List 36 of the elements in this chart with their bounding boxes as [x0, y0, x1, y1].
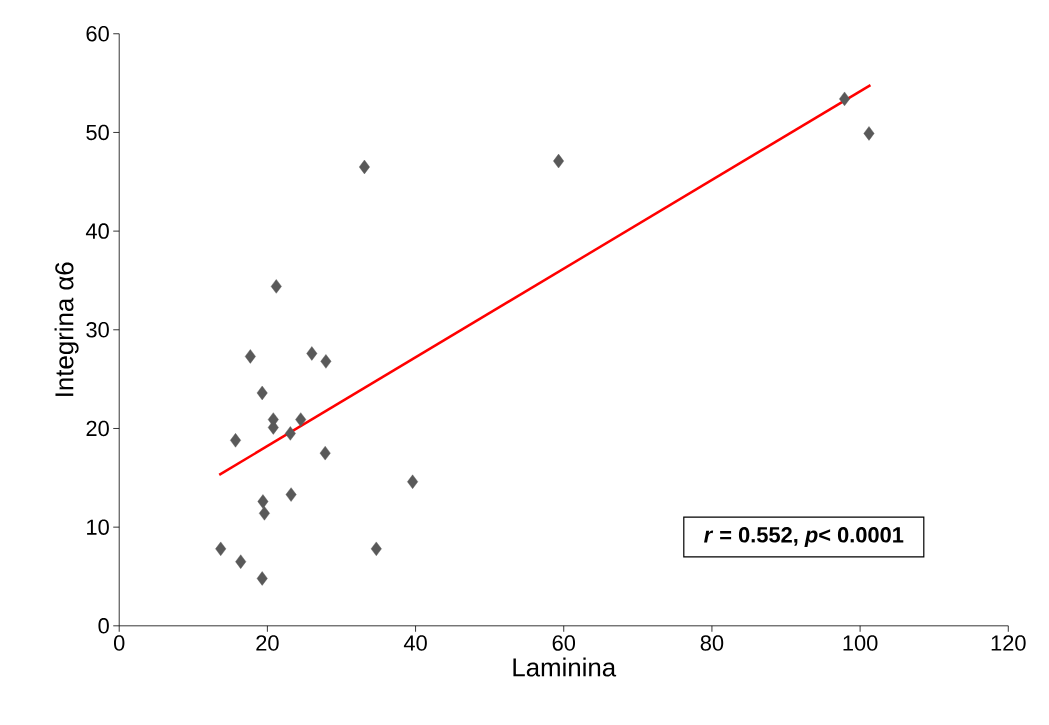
point: [230, 433, 241, 448]
annotation: r = 0.552, p< 0.0001: [704, 527, 904, 547]
y-tick-label: 60: [86, 25, 109, 42]
y-tick-label: 0: [98, 618, 109, 634]
x-tick-label: 0: [113, 635, 125, 651]
y-tick-label: 40: [85, 223, 109, 239]
point: [295, 412, 307, 427]
point: [256, 571, 268, 586]
y-axis-title: Integrina α6: [54, 262, 79, 396]
point: [257, 494, 269, 509]
point: [370, 541, 382, 556]
point: [244, 349, 256, 364]
point: [284, 426, 296, 441]
point: [256, 385, 268, 401]
point: [270, 279, 282, 294]
point: [306, 346, 318, 361]
x-axis-title: Laminina: [513, 657, 617, 677]
point: [319, 445, 331, 461]
point: [407, 474, 419, 489]
y-tick-label: 30: [86, 321, 109, 338]
y-tick-label: 50: [86, 124, 109, 141]
point: [839, 91, 850, 106]
x-tick-label: 80: [700, 635, 724, 651]
point: [235, 554, 247, 569]
point: [320, 354, 332, 369]
y-tick-label: 20: [86, 420, 109, 437]
x-tick-label: 100: [843, 635, 878, 651]
point: [863, 126, 875, 141]
point: [259, 506, 270, 521]
point: [285, 487, 297, 502]
x-tick-label: 40: [403, 635, 427, 651]
x-tick-label: 120: [991, 635, 1026, 651]
x-tick-label: 20: [256, 635, 279, 651]
x-tick-label: 60: [552, 635, 576, 651]
point: [215, 541, 227, 556]
y-tick-label: 10: [87, 519, 109, 535]
